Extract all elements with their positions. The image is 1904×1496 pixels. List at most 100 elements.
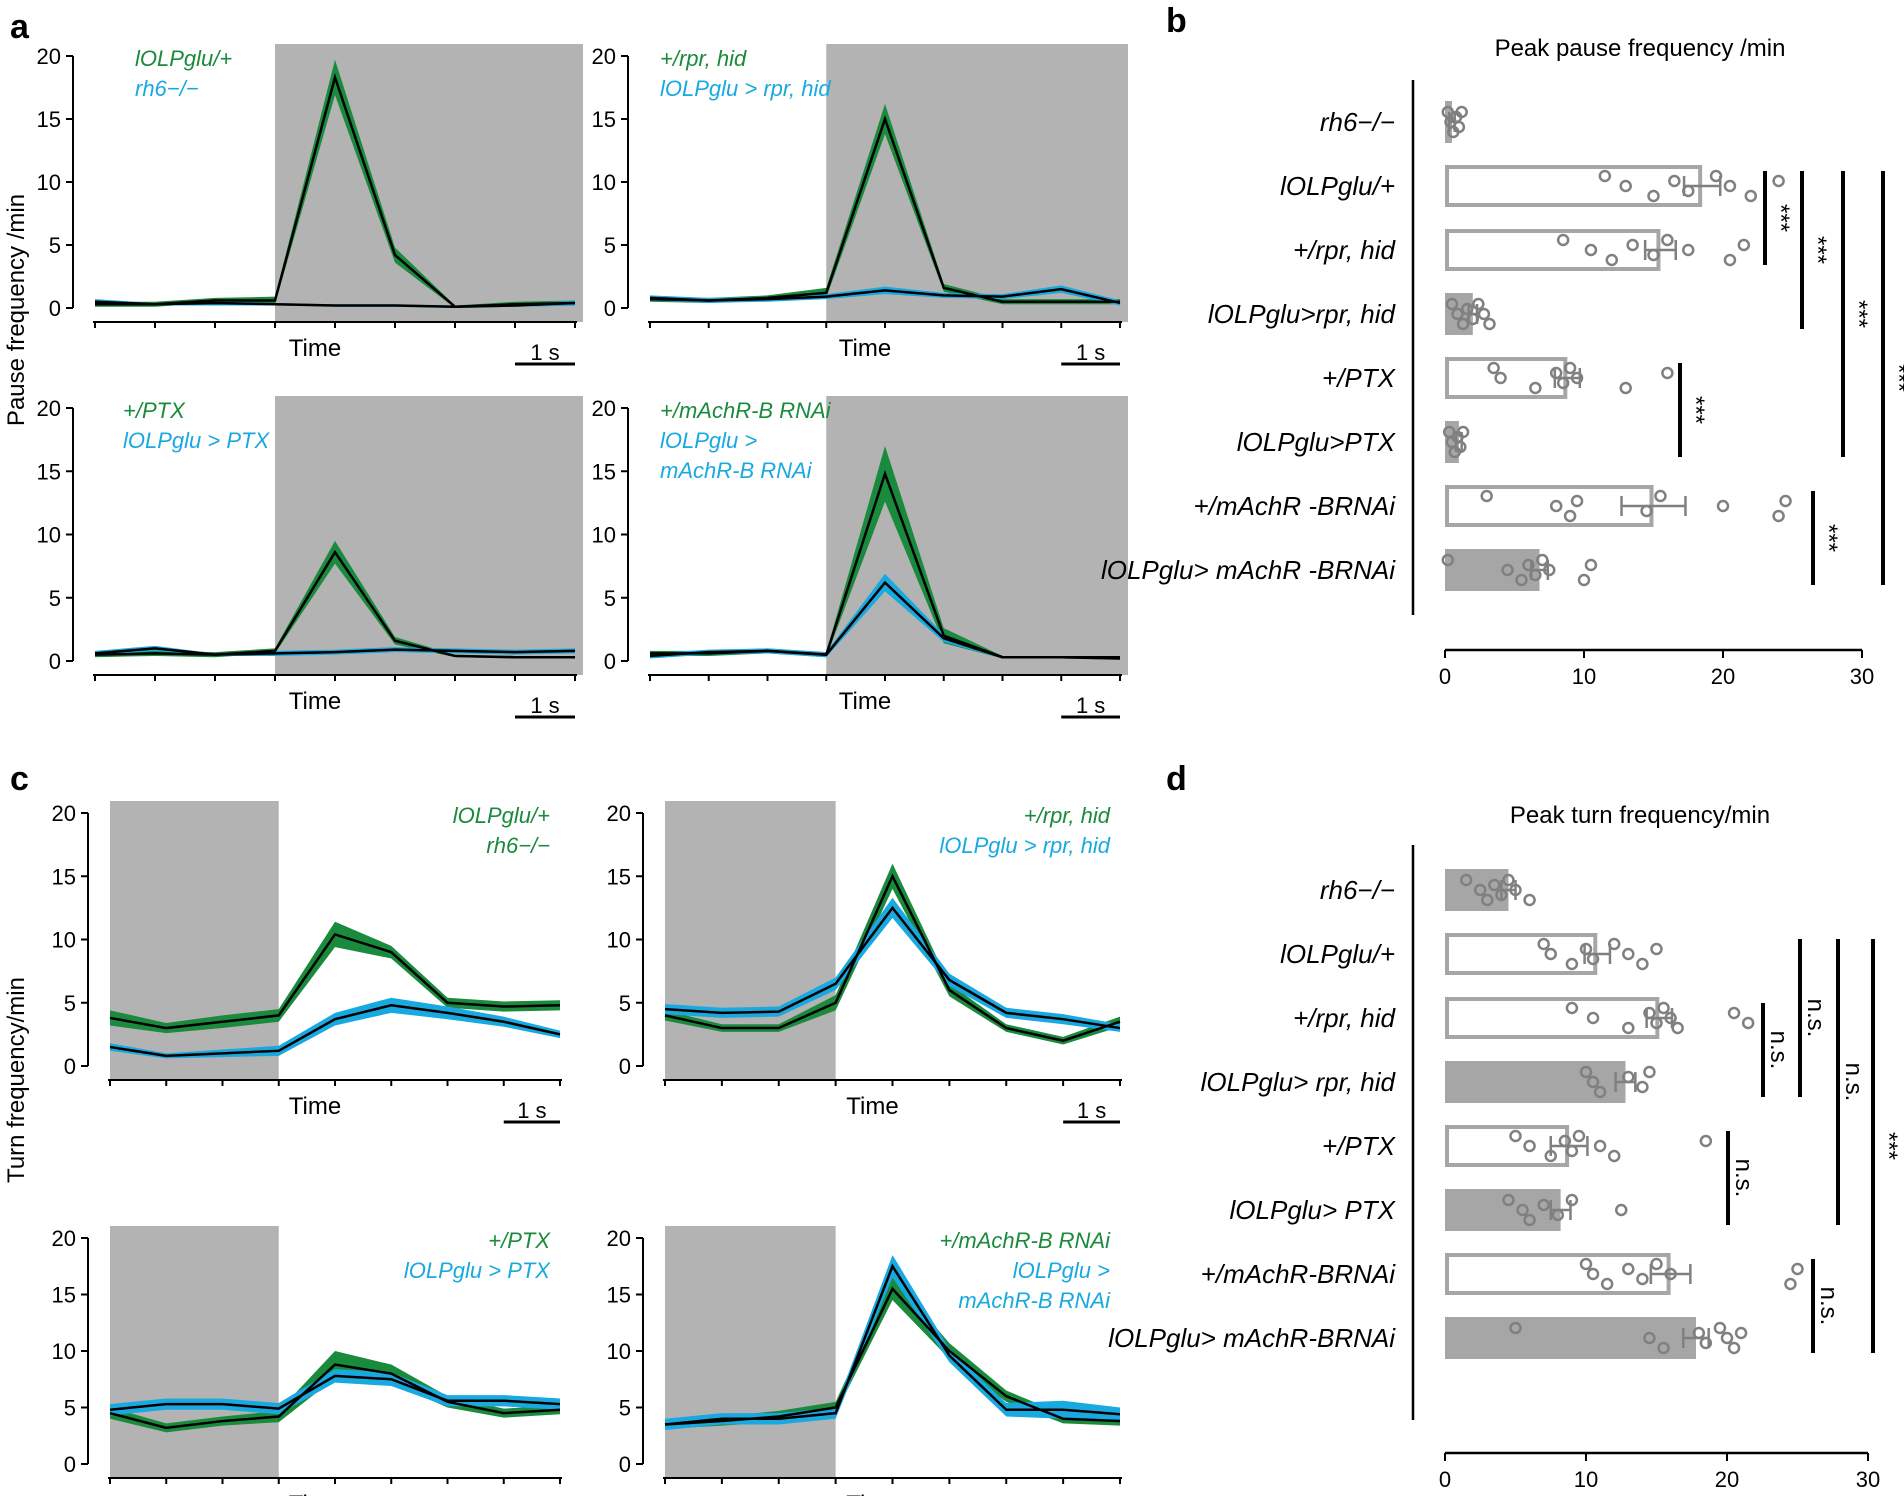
c3-xlabel: Time (289, 1491, 341, 1496)
d-data-point (1784, 1277, 1797, 1291)
a3-xlabel: Time (289, 688, 341, 715)
d-data-point (1565, 957, 1579, 971)
d-data-point (1720, 1331, 1734, 1345)
d-data-point (1636, 957, 1649, 971)
a3-ytick-label: 15 (37, 459, 61, 484)
a2-ytick-label: 15 (592, 107, 616, 132)
d-data-point (1502, 1193, 1515, 1207)
b-data-point (1441, 553, 1455, 567)
d-bar (1445, 1125, 1570, 1167)
d-data-point (1650, 1257, 1663, 1271)
a1-ytick-label: 15 (37, 107, 61, 132)
a4-ytick-label: 15 (592, 459, 616, 484)
b-data-point (1709, 169, 1723, 183)
c4-series-0-sem-band (665, 1277, 1120, 1429)
d-category-label: +/PTX (1322, 1131, 1397, 1161)
d-data-point (1565, 1193, 1579, 1207)
b-bar (1445, 165, 1703, 207)
d-significance-label: n.s. (1730, 1159, 1757, 1198)
d-data-point (1734, 1326, 1748, 1340)
a3-ytick-label: 10 (37, 523, 61, 548)
a4-xlabel: Time (839, 688, 891, 715)
a2-light-off-shade (826, 44, 1128, 322)
b-bar (1445, 229, 1661, 271)
b-significance-label: *** (1682, 396, 1709, 424)
a1-light-off-shade (275, 44, 583, 322)
b-data-point (1556, 233, 1570, 247)
d-data-point (1650, 1016, 1663, 1030)
d-bar (1445, 933, 1598, 975)
c3-series-0-mean-line (109, 1363, 561, 1430)
c2-light-off-shade (665, 801, 836, 1080)
b-data-point (1584, 558, 1598, 572)
c4-ytick-label: 0 (619, 1452, 631, 1477)
b-data-point (1529, 568, 1542, 582)
d-xtick-label: 10 (1574, 1467, 1598, 1492)
d-significance-label: n.s. (1765, 1031, 1792, 1070)
b-data-point (1477, 307, 1491, 321)
d-data-point (1607, 1149, 1621, 1163)
c3-ytick-label: 10 (52, 1339, 76, 1364)
c3-light-off-shade (110, 1226, 279, 1478)
d-data-point (1579, 1065, 1593, 1079)
a4-legend-entry: mAchR-B RNAi (660, 458, 813, 483)
b-data-point (1543, 563, 1556, 577)
d-significance-label: n.s. (1802, 999, 1829, 1038)
a2-ytick-label: 0 (604, 296, 616, 321)
panel-c-ylabel: Turn frequency/min (3, 977, 30, 1183)
d-data-point (1523, 893, 1536, 907)
b-data-point (1570, 494, 1584, 508)
a1-xlabel: Time (289, 335, 341, 362)
c2-ytick-label: 10 (607, 928, 631, 953)
c1-series-0-sem-band (110, 921, 560, 1034)
d-data-point (1544, 947, 1557, 961)
b-xtick-label: 0 (1439, 664, 1451, 689)
plot-layer: 0 5 10 15 20 Time 1 s lOLPglu/+ rh6−/− 0 5 10 15 20 Ti… (37, 44, 1904, 1496)
c1-ytick-label: 0 (64, 1054, 76, 1079)
d-data-point (1741, 1016, 1755, 1030)
b-data-point (1536, 553, 1549, 567)
d-data-point (1488, 878, 1501, 892)
d-xtick-label: 20 (1715, 1467, 1739, 1492)
d-data-point (1643, 1006, 1656, 1020)
b-data-point (1723, 179, 1737, 193)
d-data-point (1551, 1208, 1565, 1222)
c4-legend-entry: mAchR-B RNAi (958, 1288, 1111, 1313)
b-data-point (1619, 179, 1632, 193)
d-data-point (1572, 1129, 1586, 1143)
b-xtick-label: 30 (1850, 664, 1874, 689)
a4-legend-entry: +/mAchR-B RNAi (660, 398, 832, 423)
d-data-point (1636, 1080, 1649, 1094)
b-data-point (1647, 189, 1660, 203)
a4-series-1-sem-band (650, 573, 1120, 659)
b-data-point (1452, 120, 1466, 134)
c2-ytick-label: 15 (607, 864, 631, 889)
a2-ytick-label: 20 (592, 44, 616, 69)
b-data-point (1445, 297, 1459, 311)
b-data-point (1563, 509, 1577, 523)
c1-ytick-label: 15 (52, 864, 76, 889)
a2-scalebar-label: 1 s (1076, 340, 1105, 365)
d-data-point (1474, 883, 1487, 897)
b-data-point (1626, 238, 1639, 252)
d-data-point (1657, 1341, 1670, 1355)
c1-ytick-label: 5 (64, 991, 76, 1016)
a4-ytick-label: 0 (604, 649, 616, 674)
c4-ytick-label: 20 (607, 1226, 631, 1251)
a4-light-off-shade (826, 396, 1128, 675)
d-data-point (1727, 1341, 1741, 1355)
c4-light-off-shade (665, 1226, 836, 1478)
d-significance-label: *** (1875, 1132, 1902, 1160)
b-data-point (1472, 297, 1485, 311)
a2-series-1-mean-line (649, 287, 1121, 305)
d-data-point (1692, 1326, 1706, 1340)
b-data-point (1737, 238, 1751, 252)
b-data-point (1744, 189, 1758, 203)
d-data-point (1502, 873, 1515, 887)
c1-xlabel: Time (289, 1093, 341, 1120)
b-data-point (1563, 361, 1577, 375)
b-data-point (1654, 489, 1667, 503)
d-data-point (1537, 1198, 1550, 1212)
b-xtick-label: 20 (1711, 664, 1735, 689)
d-data-point (1699, 1134, 1713, 1148)
